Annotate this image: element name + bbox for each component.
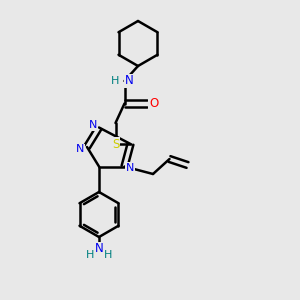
Text: O: O [149,97,158,110]
Text: N: N [89,120,97,130]
Text: H: H [104,250,112,260]
Text: N: N [76,144,85,154]
Text: N: N [124,74,134,88]
Text: H: H [86,250,94,260]
Text: N: N [126,163,134,173]
Text: S: S [112,137,119,151]
Text: N: N [94,242,103,256]
Text: H: H [111,76,120,86]
